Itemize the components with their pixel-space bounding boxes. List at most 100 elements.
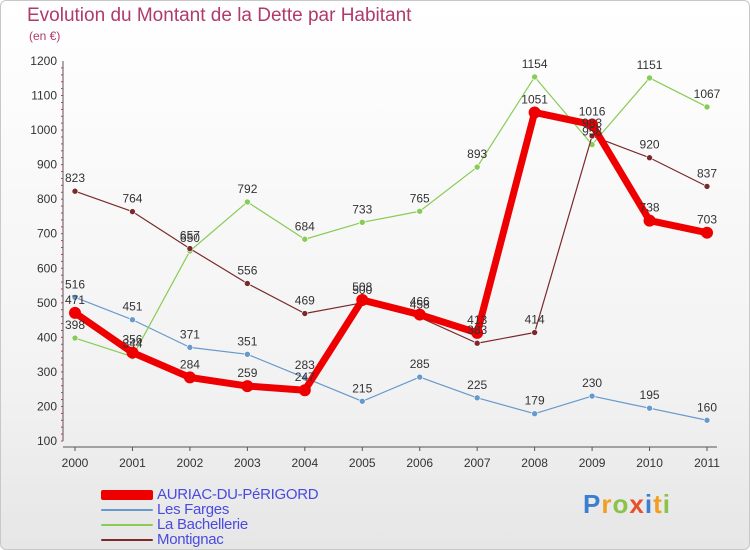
series-line bbox=[74, 76, 708, 358]
x-tick-label: 2010 bbox=[636, 456, 663, 470]
data-label: 983 bbox=[582, 116, 602, 130]
x-tick-label: 2002 bbox=[177, 456, 204, 470]
data-label: 516 bbox=[65, 277, 85, 291]
data-label: 556 bbox=[237, 263, 257, 277]
data-label: 1067 bbox=[694, 87, 721, 101]
chart-subtitle: (en €) bbox=[29, 29, 61, 43]
data-point bbox=[473, 339, 481, 347]
data-label: 451 bbox=[122, 300, 142, 314]
y-tick-label: 100 bbox=[37, 434, 57, 448]
y-tick-label: 800 bbox=[37, 192, 57, 206]
x-tick-label: 2009 bbox=[579, 456, 606, 470]
data-point bbox=[69, 306, 81, 319]
data-label: 792 bbox=[237, 182, 257, 196]
data-point bbox=[646, 154, 653, 162]
data-point bbox=[186, 344, 194, 351]
data-label: 500 bbox=[352, 283, 372, 297]
data-label: 1154 bbox=[522, 57, 548, 71]
data-point bbox=[646, 74, 653, 82]
data-point bbox=[473, 163, 481, 171]
data-point bbox=[183, 371, 196, 384]
data-point bbox=[126, 346, 139, 359]
data-point bbox=[528, 106, 541, 119]
data-label: 920 bbox=[640, 138, 660, 152]
data-point bbox=[588, 392, 596, 400]
x-tick-label: 2004 bbox=[291, 456, 318, 470]
data-label: 285 bbox=[410, 357, 430, 371]
data-label: 383 bbox=[467, 323, 487, 337]
data-label: 837 bbox=[697, 166, 717, 180]
data-point bbox=[701, 226, 713, 239]
y-tick-label: 200 bbox=[37, 399, 57, 413]
data-point bbox=[586, 118, 599, 131]
series-line bbox=[74, 296, 708, 421]
data-label: 469 bbox=[295, 294, 315, 308]
data-point bbox=[129, 316, 136, 324]
data-point bbox=[531, 73, 538, 81]
y-tick-label: 400 bbox=[37, 330, 57, 344]
data-point bbox=[244, 350, 251, 358]
y-tick-label: 1000 bbox=[30, 123, 57, 137]
legend-item-montignac: Montignac bbox=[101, 531, 224, 548]
data-label: 414 bbox=[525, 313, 545, 327]
legend-swatch-les-farges bbox=[101, 508, 153, 511]
data-label: 230 bbox=[582, 376, 602, 390]
data-label: 195 bbox=[640, 388, 660, 402]
data-point bbox=[186, 245, 194, 252]
data-label: 284 bbox=[180, 357, 200, 371]
x-tick-label: 2006 bbox=[406, 456, 433, 470]
data-label: 1016 bbox=[579, 105, 606, 119]
legend-label-les-farges: Les Farges bbox=[157, 501, 230, 518]
y-tick-label: 900 bbox=[37, 158, 57, 172]
data-label: 259 bbox=[237, 366, 257, 380]
data-point bbox=[241, 380, 254, 393]
data-label: 508 bbox=[352, 280, 372, 294]
data-point bbox=[244, 280, 251, 287]
data-point bbox=[703, 103, 711, 111]
data-point bbox=[473, 394, 481, 402]
data-point bbox=[416, 207, 424, 215]
data-point bbox=[703, 183, 711, 190]
logo-letter: o bbox=[612, 489, 630, 519]
data-label: 893 bbox=[467, 147, 487, 161]
legend-swatch-auriac bbox=[101, 489, 153, 500]
legend-label-auriac: AURIAC-DU-PéRIGORD bbox=[157, 486, 319, 503]
x-tick-label: 2008 bbox=[521, 456, 548, 470]
chart-title: Evolution du Montant de la Dette par Hab… bbox=[27, 5, 412, 26]
data-point bbox=[531, 329, 538, 336]
data-label: 764 bbox=[122, 192, 142, 206]
data-point bbox=[416, 373, 424, 381]
data-point bbox=[301, 310, 309, 317]
data-label: 650 bbox=[180, 231, 200, 245]
x-tick-label: 2000 bbox=[62, 456, 89, 470]
data-label: 657 bbox=[180, 229, 200, 243]
legend-item-auriac: AURIAC-DU-PéRIGORD bbox=[101, 486, 319, 503]
x-tick-label: 2003 bbox=[234, 456, 261, 470]
data-point bbox=[71, 334, 79, 342]
data-label: 958 bbox=[582, 125, 602, 139]
data-point bbox=[646, 404, 653, 412]
legend-label-montignac: Montignac bbox=[157, 531, 224, 548]
x-tick-label: 2007 bbox=[464, 456, 491, 470]
data-point bbox=[301, 235, 309, 243]
data-label: 466 bbox=[410, 295, 430, 309]
data-point bbox=[531, 410, 538, 418]
series-line bbox=[74, 135, 708, 344]
data-label: 823 bbox=[65, 171, 85, 185]
data-point bbox=[356, 294, 369, 307]
x-tick-label: 2001 bbox=[119, 456, 146, 470]
legend-label-la-bachellerie: La Bachellerie bbox=[157, 516, 248, 533]
data-point bbox=[298, 384, 311, 397]
y-tick-label: 1200 bbox=[30, 54, 57, 68]
data-point bbox=[301, 374, 309, 382]
y-tick-label: 700 bbox=[37, 227, 57, 241]
data-label: 458 bbox=[410, 297, 430, 311]
logo-letter: P bbox=[583, 489, 602, 519]
logo-letter: i bbox=[662, 489, 671, 519]
data-point bbox=[471, 326, 484, 339]
x-tick-label: 2011 bbox=[694, 456, 720, 470]
data-label: 215 bbox=[352, 381, 372, 395]
data-label: 247 bbox=[295, 370, 315, 384]
legend-item-les-farges: Les Farges bbox=[101, 501, 230, 518]
